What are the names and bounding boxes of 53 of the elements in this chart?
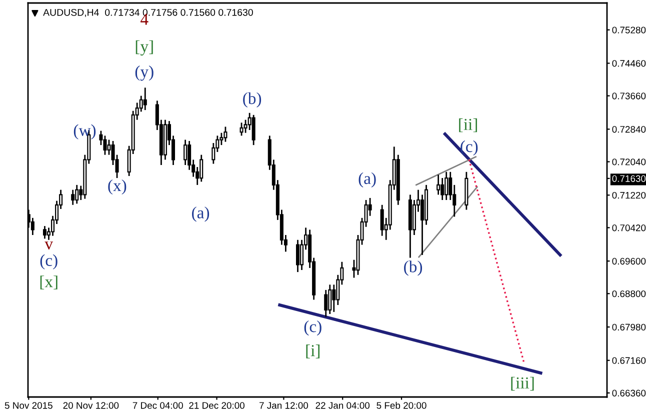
y-tick-label: 0.67980 <box>612 324 646 331</box>
candlestick <box>200 154 204 182</box>
annotation: (a) <box>192 206 210 222</box>
x-tick-label: 7 Jan 12:00 <box>260 402 308 409</box>
candlestick <box>252 114 256 146</box>
candlestick <box>324 289 328 318</box>
y-tick-label: 0.68800 <box>612 290 646 298</box>
x-tick-label: 22 Jan 04:00 <box>316 402 370 409</box>
x-tick-label: 7 Dec 04:00 <box>132 402 183 409</box>
annotation: [i] <box>306 344 320 358</box>
y-tick-label: 0.70420 <box>612 224 646 232</box>
candlestick <box>224 126 228 142</box>
candlestick <box>75 184 79 204</box>
y-tick-label: 0.74460 <box>612 60 646 67</box>
annotation: (a) <box>358 172 376 188</box>
annotation: [iii] <box>511 376 534 391</box>
x-tick-label: 21 Dec 20:00 <box>189 402 244 409</box>
annotation: (y) <box>135 66 154 81</box>
y-tick-label: 0.67160 <box>612 357 646 364</box>
candlestick <box>240 122 244 136</box>
x-tick-label: 5 Feb 20:00 <box>376 402 426 409</box>
candlestick <box>143 86 147 111</box>
candlestick <box>184 139 188 166</box>
candlestick <box>296 239 300 273</box>
annotation: (c) <box>460 140 478 156</box>
y-tick-label: 0.72840 <box>612 126 646 133</box>
y-tick-label: 0.75280 <box>612 26 646 34</box>
candlestick <box>436 174 440 196</box>
annotation: [ii] <box>459 118 477 132</box>
annotation: (w) <box>74 124 96 140</box>
annotation: v <box>44 242 54 250</box>
y-tick-label: 0.73660 <box>612 92 646 100</box>
annotation: (x) <box>108 179 126 195</box>
candlestick <box>440 177 444 201</box>
candlestick <box>71 189 75 206</box>
annotation: (b) <box>243 92 262 108</box>
annotation: (c) <box>304 320 322 336</box>
candlestick <box>42 225 46 240</box>
candlestick <box>103 134 107 156</box>
annotation: (b) <box>404 260 422 276</box>
y-tick-label: 0.69600 <box>612 258 646 265</box>
candlestick <box>328 284 332 315</box>
y-tick-label: 0.71630 <box>612 175 646 182</box>
annotation: [x] <box>40 276 58 290</box>
y-tick-label: 0.71220 <box>612 192 646 199</box>
y-tick-label: 0.66360 <box>612 390 646 396</box>
x-tick-label: 20 Nov 12:00 <box>63 402 119 409</box>
x-tick-label: 5 Nov 2015 <box>4 402 52 409</box>
annotation: (c) <box>40 254 58 270</box>
y-tick-label: 0.72040 <box>612 158 646 166</box>
candlestick <box>444 171 448 201</box>
annotation: [y] <box>136 40 153 56</box>
candlestick <box>380 204 384 237</box>
